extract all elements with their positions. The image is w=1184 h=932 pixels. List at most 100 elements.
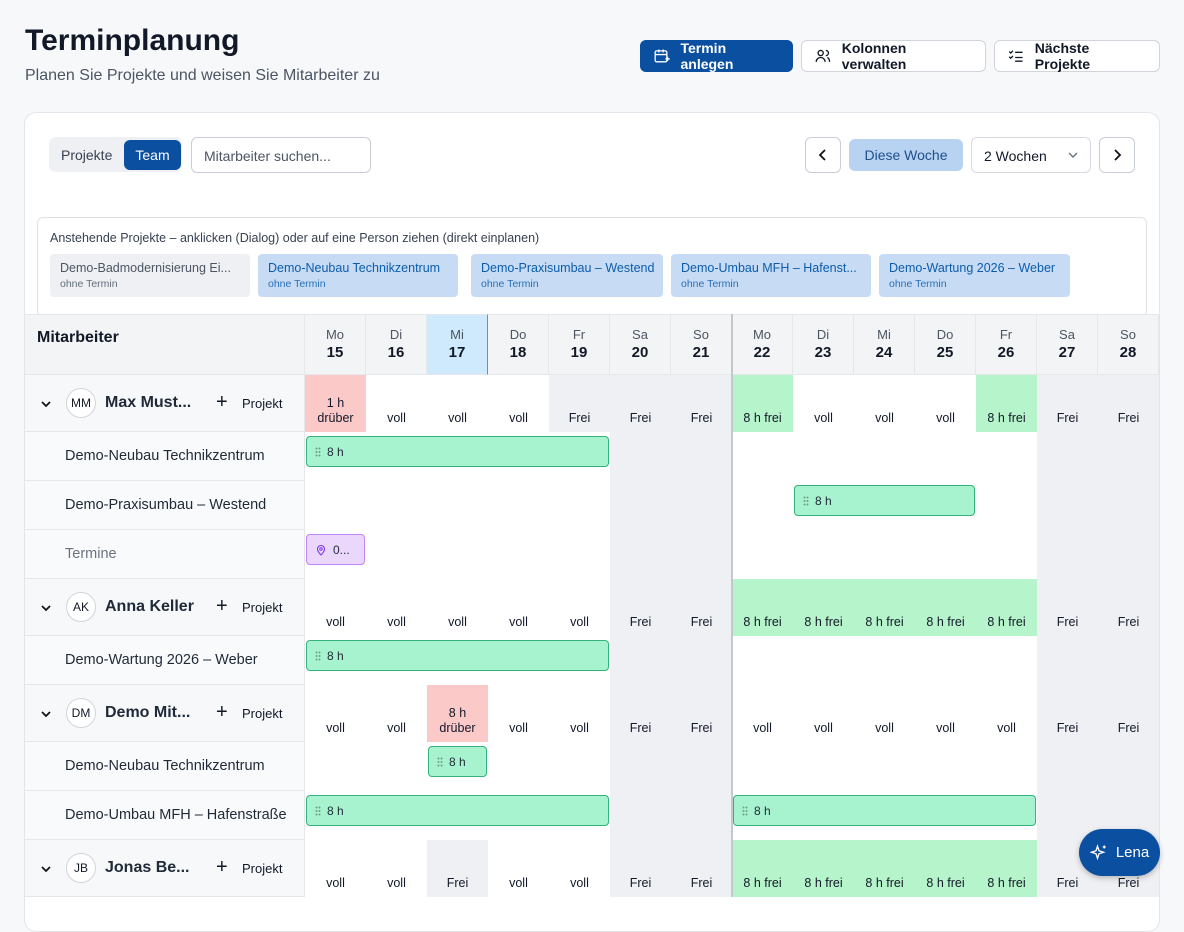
pending-chip[interactable]: Demo-Umbau MFH – Hafenst... ohne Termin	[671, 254, 871, 297]
day-cell[interactable]	[488, 530, 549, 579]
day-cell[interactable]	[1037, 742, 1098, 791]
day-cell[interactable]	[976, 742, 1037, 791]
day-cell[interactable]	[793, 636, 854, 685]
day-cell[interactable]	[1037, 432, 1098, 481]
appointment-chip[interactable]: 0...	[306, 534, 365, 565]
day-cell[interactable]	[549, 530, 610, 579]
manage-crews-button[interactable]: Kolonnen verwalten	[801, 40, 986, 72]
day-cell[interactable]	[793, 742, 854, 791]
assignment-bar[interactable]: 8 h	[306, 640, 609, 671]
assistant-button[interactable]: Lena	[1079, 829, 1160, 876]
day-cell[interactable]	[488, 481, 549, 530]
day-cell[interactable]	[549, 481, 610, 530]
day-cell[interactable]	[915, 742, 976, 791]
collapse-toggle[interactable]	[40, 397, 54, 411]
capacity-status: 8 h frei	[865, 876, 904, 891]
day-cell[interactable]	[1098, 530, 1159, 579]
day-cell[interactable]	[793, 432, 854, 481]
day-cell[interactable]	[1098, 742, 1159, 791]
day-cell[interactable]	[854, 530, 915, 579]
day-cell[interactable]	[671, 530, 732, 579]
collapse-toggle[interactable]	[40, 862, 54, 876]
day-cell[interactable]	[488, 742, 549, 791]
day-cell[interactable]	[915, 530, 976, 579]
day-cell[interactable]	[366, 481, 427, 530]
pending-chip[interactable]: Demo-Neubau Technikzentrum ohne Termin	[258, 254, 458, 297]
day-cell[interactable]	[549, 742, 610, 791]
day-cell[interactable]	[976, 432, 1037, 481]
capacity-status: voll	[448, 411, 467, 426]
add-project-plus[interactable]: +	[216, 595, 228, 617]
add-project-plus[interactable]: +	[216, 856, 228, 878]
day-cell[interactable]	[671, 432, 732, 481]
day-cell[interactable]	[976, 530, 1037, 579]
day-cell[interactable]	[915, 432, 976, 481]
day-cell[interactable]	[427, 481, 488, 530]
day-cell[interactable]	[305, 742, 366, 791]
day-cell[interactable]	[854, 432, 915, 481]
day-cell[interactable]	[1098, 481, 1159, 530]
day-cell[interactable]	[976, 636, 1037, 685]
add-project-button[interactable]: Projekt	[242, 600, 283, 615]
next-projects-button[interactable]: Nächste Projekte	[994, 40, 1160, 72]
search-input[interactable]: Mitarbeiter suchen...	[191, 137, 371, 173]
day-cell[interactable]	[610, 481, 671, 530]
range-select[interactable]: 2 Wochen	[971, 137, 1091, 173]
day-cell[interactable]	[976, 481, 1037, 530]
collapse-toggle[interactable]	[40, 707, 54, 721]
pending-chip[interactable]: Demo-Wartung 2026 – Weber ohne Termin	[879, 254, 1070, 297]
assignment-bar[interactable]: 8 h	[306, 436, 609, 467]
day-cell[interactable]	[1037, 481, 1098, 530]
day-cell[interactable]	[610, 530, 671, 579]
day-cell[interactable]	[1098, 432, 1159, 481]
assignment-bar[interactable]: 8 h	[733, 795, 1036, 826]
day-cell[interactable]	[732, 481, 793, 530]
add-project-button[interactable]: Projekt	[242, 861, 283, 876]
pending-chip[interactable]: Demo-Badmodernisierung Ei... ohne Termin	[50, 254, 250, 297]
create-appointment-button[interactable]: Termin anlegen	[640, 40, 793, 72]
day-cell[interactable]	[671, 791, 732, 840]
day-cell[interactable]	[915, 636, 976, 685]
day-cell[interactable]	[671, 742, 732, 791]
next-button[interactable]	[1099, 137, 1135, 173]
day-cell[interactable]	[732, 530, 793, 579]
day-cell[interactable]	[732, 636, 793, 685]
day-cell[interactable]	[366, 742, 427, 791]
capacity-status: Frei	[690, 876, 713, 891]
day-cell[interactable]	[305, 481, 366, 530]
capacity-cell: Frei	[1037, 685, 1098, 742]
add-project-button[interactable]: Projekt	[242, 396, 283, 411]
day-cell[interactable]	[732, 742, 793, 791]
add-project-button[interactable]: Projekt	[242, 706, 283, 721]
day-cell[interactable]	[610, 432, 671, 481]
pending-chip[interactable]: Demo-Praxisumbau – Westend ohne Termin	[471, 254, 663, 297]
this-week-button[interactable]: Diese Woche	[849, 139, 963, 171]
day-cell[interactable]	[1037, 791, 1098, 840]
day-cell[interactable]	[610, 636, 671, 685]
assignment-bar[interactable]: 8 h	[428, 746, 487, 777]
day-cell[interactable]	[610, 791, 671, 840]
day-cell[interactable]	[1037, 530, 1098, 579]
day-cell[interactable]	[671, 481, 732, 530]
tab-team[interactable]: Team	[124, 140, 181, 170]
assignment-bar[interactable]: 8 h	[794, 485, 975, 516]
day-cell[interactable]	[671, 636, 732, 685]
capacity-status: Frei	[690, 721, 713, 736]
project-row-label-cell	[25, 530, 305, 579]
tab-projects[interactable]: Projekte	[61, 147, 113, 163]
capacity-status: voll	[570, 876, 589, 891]
day-cell[interactable]	[610, 742, 671, 791]
day-cell[interactable]	[427, 530, 488, 579]
day-cell[interactable]	[366, 530, 427, 579]
prev-button[interactable]	[805, 137, 841, 173]
day-cell[interactable]	[732, 432, 793, 481]
add-project-plus[interactable]: +	[216, 701, 228, 723]
collapse-toggle[interactable]	[40, 601, 54, 615]
day-cell[interactable]	[1037, 636, 1098, 685]
assignment-bar[interactable]: 8 h	[306, 795, 609, 826]
day-cell[interactable]	[1098, 636, 1159, 685]
add-project-plus[interactable]: +	[216, 391, 228, 413]
day-cell[interactable]	[854, 742, 915, 791]
day-cell[interactable]	[793, 530, 854, 579]
day-cell[interactable]	[854, 636, 915, 685]
